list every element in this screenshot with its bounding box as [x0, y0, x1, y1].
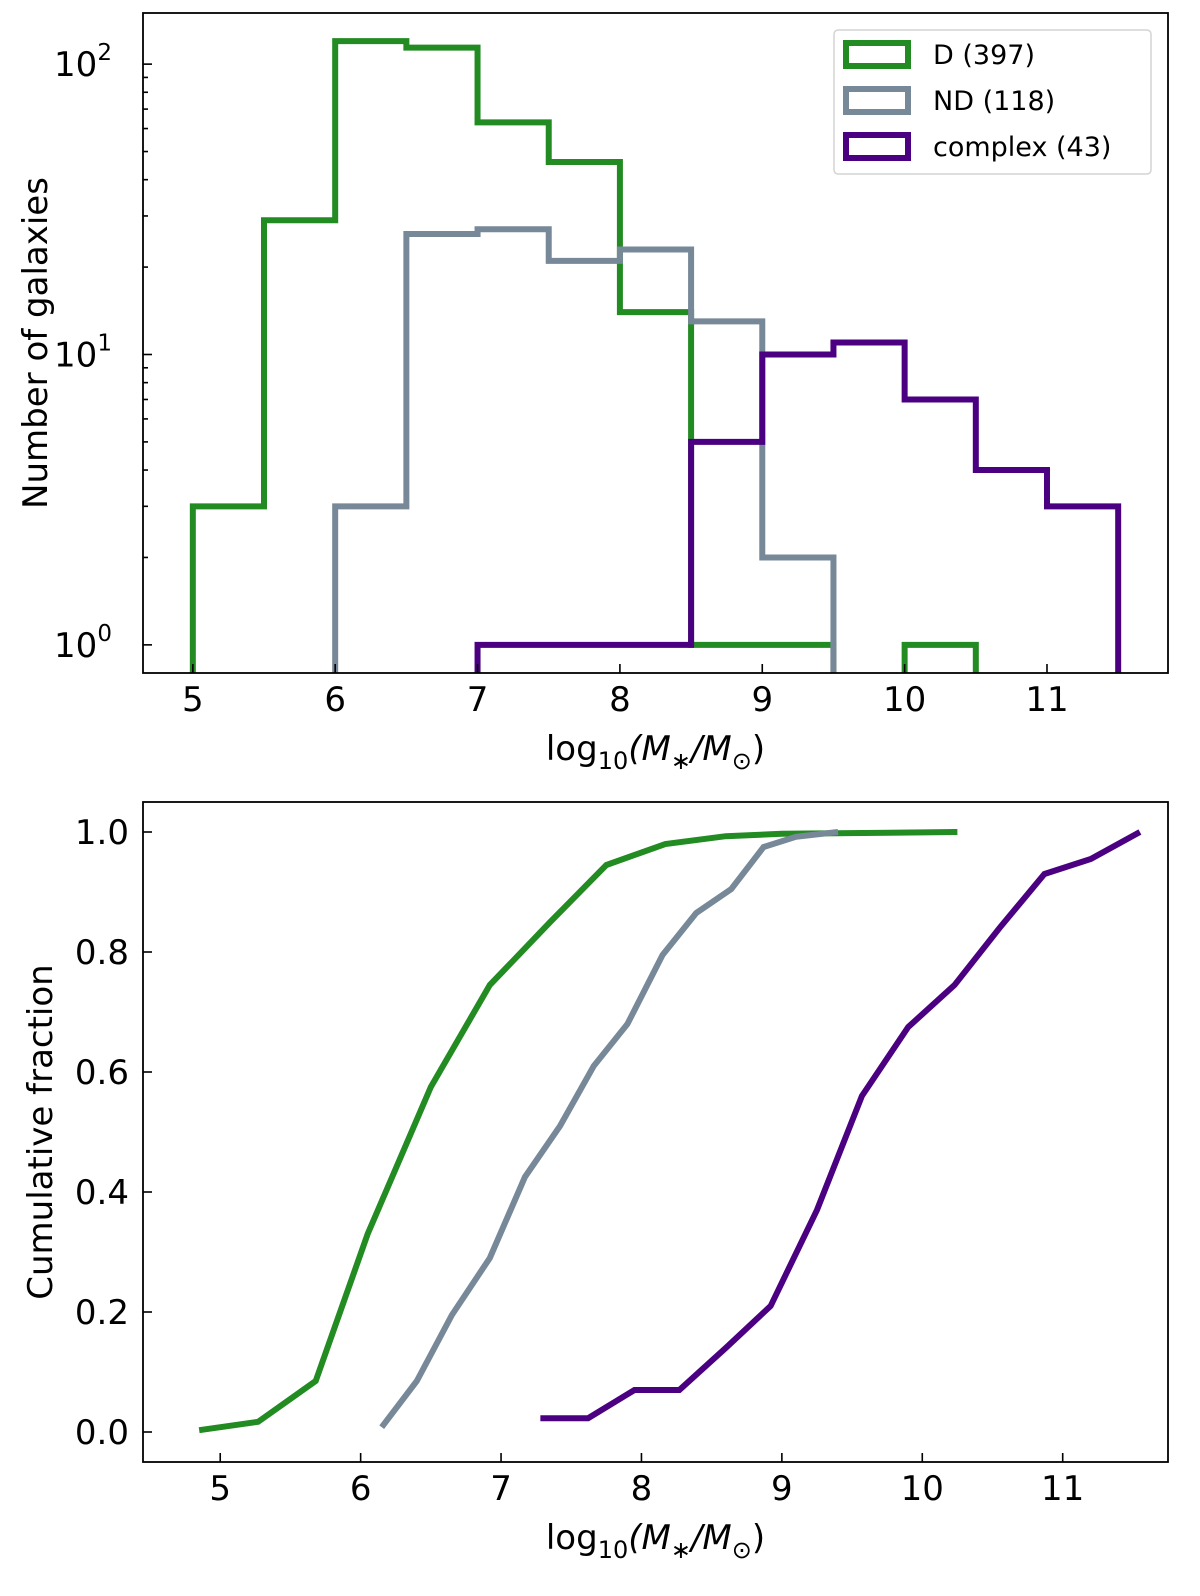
x-tick-label-bottom-3: 8	[631, 1469, 653, 1509]
x-tick-label-top-0: 5	[182, 680, 204, 720]
x-tick-label-bottom-0: 5	[209, 1469, 231, 1509]
x-tick-label-bottom-4: 9	[771, 1469, 793, 1509]
x-tick-label-top-2: 7	[467, 680, 489, 720]
legend: D (397) ND (118) complex (43)	[833, 29, 1152, 175]
plot-frame-bottom	[142, 801, 1169, 1463]
legend-label-0: D (397)	[933, 40, 1035, 71]
histogram-series-1	[332, 226, 837, 673]
histogram-series-group	[189, 38, 1122, 673]
x-tick-label-top-5: 10	[883, 680, 926, 720]
x-tick-label-bottom-5: 10	[901, 1469, 944, 1509]
legend-label-2: complex (43)	[933, 132, 1111, 163]
y-tick-label-bottom-0: 0.0	[75, 1413, 129, 1453]
legend-swatch-0	[843, 40, 911, 69]
legend-swatch-1	[843, 86, 911, 115]
y-tick-label-top-2: 102	[54, 40, 112, 85]
cumulative-series-2	[540, 829, 1142, 1422]
x-axis-label-top: log10(M∗/M⊙)	[546, 729, 765, 775]
x-tick-label-bottom-6: 11	[1041, 1469, 1084, 1509]
y-axis-label-top: Number of galaxies	[16, 177, 56, 509]
y-tick-label-bottom-3: 0.6	[75, 1053, 129, 1093]
histogram-panel: 5 6 7 8 9 10 11 100 101 102 Number of galaxies log1…	[16, 12, 1169, 775]
plot-frame-top	[142, 12, 1169, 674]
y-tick-label-bottom-2: 0.4	[75, 1173, 129, 1213]
x-tick-label-top-1: 6	[324, 680, 346, 720]
legend-swatch-2	[843, 132, 911, 161]
cumulative-series-1	[379, 829, 839, 1430]
x-tick-label-top-4: 9	[751, 680, 773, 720]
y-tick-label-top-0: 100	[54, 621, 112, 666]
x-tick-label-top-6: 11	[1025, 680, 1068, 720]
y-tick-label-bottom-5: 1.0	[75, 813, 129, 853]
histogram-series-2	[474, 339, 1122, 673]
legend-label-1: ND (118)	[933, 86, 1055, 117]
y-axis-label-bottom: Cumulative fraction	[21, 964, 61, 1299]
y-tick-label-bottom-1: 0.2	[75, 1293, 129, 1333]
y-tick-label-top-1: 101	[54, 330, 112, 375]
legend-frame	[833, 29, 1152, 175]
y-tick-label-bottom-4: 0.8	[75, 933, 129, 973]
x-axis-label-bottom: log10(M∗/M⊙)	[546, 1518, 765, 1564]
cumulative-panel: 5 6 7 8 9 10 11 0.0 0.2 0.4 0.6 0.8 1.0 Cumulative fr…	[21, 801, 1169, 1564]
histogram-series-0	[189, 38, 979, 673]
x-tick-label-top-3: 8	[609, 680, 631, 720]
x-tick-label-bottom-2: 7	[490, 1469, 512, 1509]
x-tick-label-bottom-1: 6	[350, 1469, 372, 1509]
cumulative-series-group	[198, 829, 1142, 1434]
cumulative-series-0	[198, 829, 958, 1434]
